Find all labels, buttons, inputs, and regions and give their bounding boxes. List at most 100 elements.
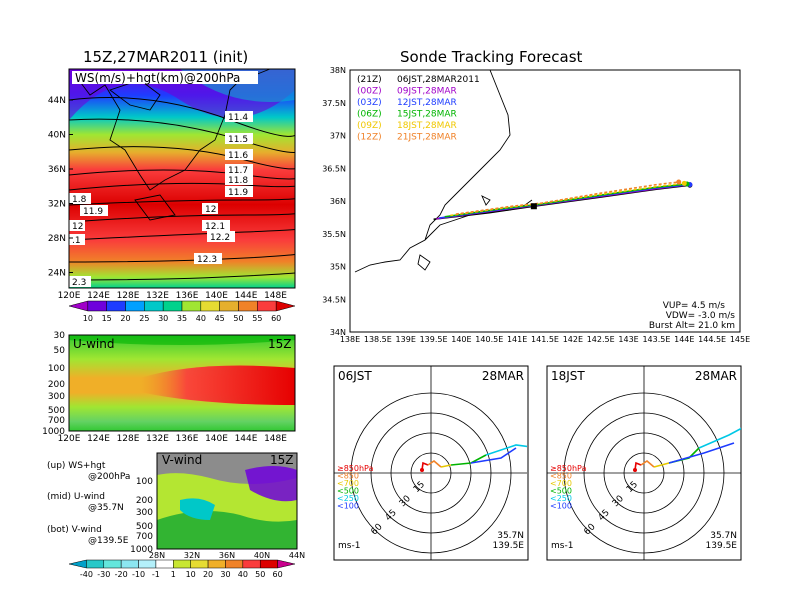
v-negative-region (245, 466, 297, 502)
hodo-unit: ms-1 (551, 541, 573, 551)
track-legend-jst: 15JST,28MAR (397, 110, 457, 120)
ws-colorbar-label: 35 (177, 314, 187, 323)
v-colorbar-swatch (120, 559, 139, 569)
ws-colorbar-swatch (238, 300, 258, 312)
u-level-tick: 30 (54, 331, 66, 341)
v-colorbar-swatch (86, 559, 105, 569)
track-islands (417, 195, 491, 271)
ws-contour-label-bg (69, 276, 91, 287)
u-upper (69, 335, 295, 345)
u-frame (68, 334, 296, 432)
ws-colorbar-swatch (181, 300, 202, 312)
track-legend-utc: (21Z) (357, 75, 382, 85)
v-colorbar-label: -1 (152, 570, 160, 579)
track-legend-jst: 18JST,28MAR (397, 121, 457, 131)
hodo-level-label: <700 (337, 479, 359, 488)
ws-colorbar-label: 40 (196, 314, 206, 323)
note-line2: @200hPa (88, 472, 130, 482)
track-vdw: VDW= -3.0 m/s (666, 311, 736, 321)
v-colorbar-label: 20 (203, 570, 213, 579)
u-lon-tick: 120E (58, 434, 81, 444)
u-level-tick: 500 (48, 406, 65, 416)
track-vup: VUP= 4.5 m/s (663, 301, 726, 311)
track-lon-tick: 141E (507, 335, 527, 344)
ws-contour-label: 12.1 (205, 222, 225, 232)
hodo-time: 06JST (338, 369, 372, 383)
v-colorbar-label: 60 (273, 570, 283, 579)
v-colorbar-label: 50 (255, 570, 265, 579)
v-colorbar-label: 30 (220, 570, 230, 579)
ws-lon-tick: 124E (87, 291, 110, 301)
ws-contour-label-bg (80, 205, 108, 216)
hodo-level-label: <500 (550, 487, 572, 496)
ws-colorbar-label: 30 (158, 314, 168, 323)
v-lat-tick: 32N (184, 551, 200, 560)
v-lat-tick: 36N (219, 551, 235, 560)
ws-colorbar-label: 10 (83, 314, 93, 323)
hodo-wind-segment (421, 461, 429, 471)
ws-label: WS(m/s)+hgt(km)@200hPa (75, 71, 240, 85)
track-lat-tick: 34N (330, 328, 346, 337)
ws-colorbar-label: 45 (215, 314, 225, 323)
track-panel: 38N 37.5N 37N 36.5N 36N 35.5N 35N 34.5N 34N 138E… (322, 66, 750, 344)
ws-contour-label-bg (225, 133, 253, 144)
ws-colorbar: 10 15 20 25 30 35 40 45 50 55 60 (68, 300, 296, 323)
ws-contour-label-bg (69, 193, 91, 204)
note-line2: @35.7N (88, 503, 124, 513)
ws-colorbar-swatch (200, 300, 220, 312)
hodo-level-label: ≥850hPa (337, 464, 374, 473)
hodo-level-label: <100 (550, 502, 572, 511)
hodo-wind-segment (640, 459, 655, 468)
track-endpoint (681, 180, 687, 186)
hodo-level-label: <700 (550, 479, 572, 488)
v-frame (156, 452, 298, 550)
hodo-lat: 35.7N (710, 531, 737, 541)
u-lon-ticks: 120E 124E 128E 132E 136E 140E 144E 148E (58, 434, 288, 444)
hodo-time: 18JST (551, 369, 585, 383)
right-title: Sonde Tracking Forecast (400, 48, 583, 66)
hodo-lat: 35.7N (497, 531, 524, 541)
hodo-start-point (633, 468, 637, 472)
ws-contour-label: 12 (205, 205, 216, 215)
track-lat-tick: 36N (330, 197, 346, 206)
hodo-date: 28MAR (482, 369, 524, 383)
track-burst-marker (530, 203, 537, 210)
track-burst: Burst Alt= 21.0 km (649, 321, 735, 331)
hodo-wind-segment (485, 444, 527, 456)
ws-contour-label: 2.3 (72, 278, 86, 288)
v-lat-tick: 44N (289, 551, 305, 560)
v-colorbar-swatch (225, 559, 244, 569)
v-level-tick: 500 (136, 522, 153, 532)
v-colorbar-swatch (68, 559, 87, 569)
track-legend-utc: (00Z) (357, 87, 382, 97)
ws-lon-tick: 148E (264, 291, 287, 301)
hodo-level-label: <250 (550, 494, 572, 503)
v-lat-tick: 28N (149, 551, 165, 560)
track-legend-utc: (09Z) (357, 121, 382, 131)
track-lat-tick: 37N (330, 132, 346, 141)
v-weak-region (180, 498, 215, 520)
track-legend-utc: (06Z) (357, 110, 382, 120)
track-lat-tick: 35N (330, 263, 346, 272)
v-time: 15Z (270, 453, 294, 467)
track-lon-tick: 145E (730, 335, 750, 344)
ws-label-box (72, 71, 258, 84)
hodo-level-label: ≥850hPa (550, 464, 587, 473)
u-level-tick: 100 (48, 364, 65, 374)
v-colorbar-swatch (103, 559, 122, 569)
ws-contour-label-bg (225, 164, 253, 175)
hodo-unit: ms-1 (338, 541, 360, 551)
v-colorbar: -40 -30 -20 -10 -1 1 10 20 30 40 50 60 (68, 559, 296, 579)
ws-contour-label: 1.8 (72, 195, 87, 205)
ws-lat-tick: 32N (48, 200, 66, 210)
u-level-tick: 1000 (42, 427, 65, 437)
ws-colorbar-swatch (125, 300, 145, 312)
v-colorbar-label: 10 (186, 570, 196, 579)
ws-colorbar-label: 20 (120, 314, 130, 323)
u-lon-tick: 140E (205, 434, 228, 444)
ws-lon-ticks: 120E 124E 128E 132E 136E 140E 144E 148E (58, 291, 288, 301)
track-lon-tick: 144.5E (698, 335, 726, 344)
